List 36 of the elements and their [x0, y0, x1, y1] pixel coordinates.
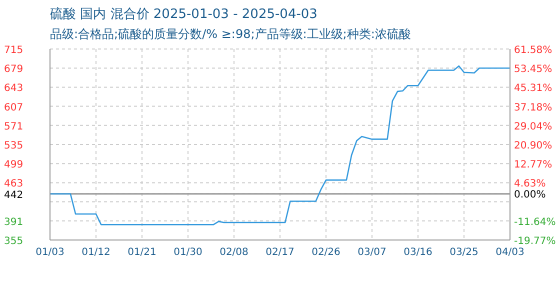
- y-tick-label: 643: [4, 83, 24, 94]
- y-tick-label: 499: [4, 160, 24, 171]
- y2-tick-label: 20.90%: [514, 140, 552, 152]
- y-tick-label: 607: [4, 102, 24, 114]
- y2-tick-label: 4.63%: [514, 178, 546, 190]
- x-tick-label: 02/17: [266, 247, 294, 258]
- y-tick-label: 679: [4, 64, 24, 76]
- y-tick-label: 463: [4, 178, 24, 190]
- y2-tick-label: -19.77%: [514, 236, 556, 247]
- y2-tick-label: 53.45%: [514, 64, 552, 76]
- line-series: [50, 65, 510, 226]
- x-tick-label: 04/03: [496, 247, 524, 258]
- x-tick-label: 01/30: [174, 247, 202, 258]
- x-tick-label: 02/08: [220, 247, 248, 258]
- y-tick-label: 571: [4, 121, 24, 132]
- y2-tick-label: 37.18%: [514, 102, 552, 114]
- y2-tick-label: 29.04%: [514, 121, 552, 132]
- x-tick-label: 01/12: [82, 247, 110, 258]
- x-tick-label: 03/25: [450, 247, 478, 258]
- x-tick-label: 01/21: [128, 247, 156, 258]
- x-tick-label: 01/03: [36, 247, 64, 258]
- y2-tick-label: 0.00%: [514, 190, 546, 201]
- y-tick-label: 535: [4, 140, 24, 152]
- y2-tick-label: 45.31%: [514, 83, 552, 94]
- y2-tick-label: -11.64%: [514, 216, 556, 228]
- y-tick-label: 391: [4, 216, 24, 228]
- x-tick-label: 03/16: [404, 247, 432, 258]
- y-tick-label: 355: [4, 236, 24, 247]
- x-tick-label: 02/26: [312, 247, 340, 258]
- y-tick-label: 715: [4, 45, 24, 56]
- y2-tick-label: 61.58%: [514, 45, 552, 56]
- chart-title: 硫酸 国内 混合价 2025-01-03 - 2025-04-03: [50, 6, 318, 23]
- y2-tick-label: 12.77%: [514, 160, 552, 171]
- y-tick-label: 442: [4, 190, 24, 201]
- chart-subtitle: 品级:合格品;硫酸的质量分数/% ≥:98;产品等级:工业级;种类:浓硫酸: [50, 26, 411, 43]
- x-tick-label: 03/07: [358, 247, 386, 258]
